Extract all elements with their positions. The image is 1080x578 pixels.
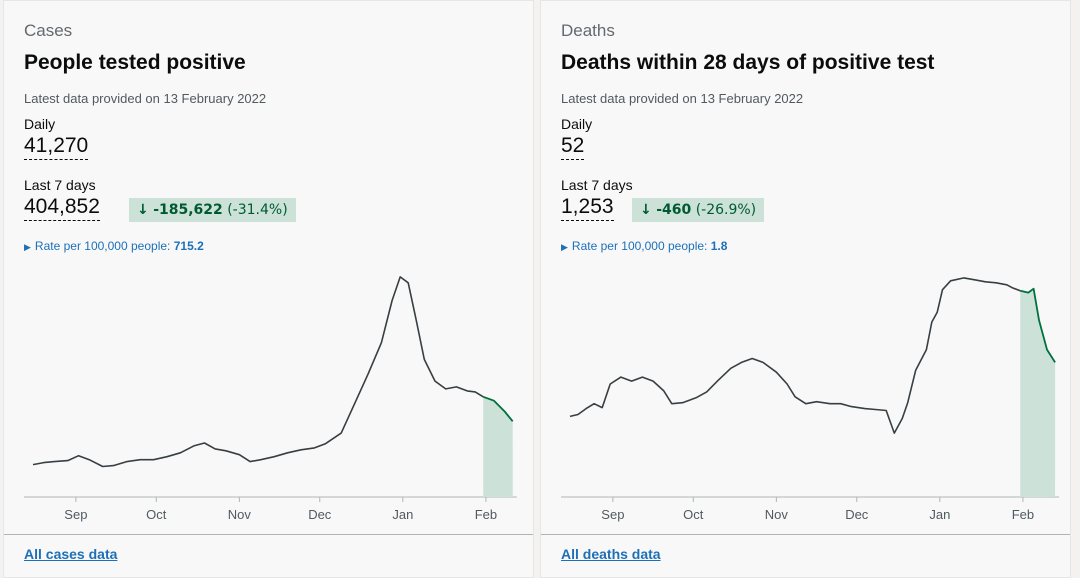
card-title: Deaths within 28 days of positive test <box>561 51 935 74</box>
change-amount: -460 <box>656 202 692 218</box>
card-title: People tested positive <box>24 51 246 74</box>
footer-divider <box>541 534 1070 535</box>
triangle-right-icon: ▶ <box>24 242 31 252</box>
rate-toggle[interactable]: ▶ Rate per 100,000 people: 1.8 <box>561 239 727 253</box>
series-line <box>569 277 1021 434</box>
rate-label: Rate per 100,000 people: <box>571 239 708 253</box>
rate-toggle[interactable]: ▶ Rate per 100,000 people: 715.2 <box>24 239 204 253</box>
recent-series-line <box>482 395 514 422</box>
recent-period-area <box>1020 288 1056 497</box>
change-badge: ↓ -185,622 (-31.4%) <box>129 198 296 222</box>
rate-label: Rate per 100,000 people: <box>34 239 171 253</box>
change-percent: (-26.9%) <box>695 202 757 218</box>
x-tick-label: Feb <box>475 507 497 522</box>
all-deaths-data-link[interactable]: All deaths data <box>561 546 661 562</box>
footer-divider <box>4 534 533 535</box>
weekly-label: Last 7 days <box>24 177 96 193</box>
deaths-card: Deaths Deaths within 28 days of positive… <box>540 0 1071 578</box>
cases-chart: Sep Oct Nov Dec Jan Feb <box>24 276 517 522</box>
weekly-value[interactable]: 404,852 <box>24 195 100 221</box>
x-tick-label: Sep <box>64 507 87 522</box>
x-tick-label: Jan <box>392 507 413 522</box>
recent-series-line <box>1019 287 1056 363</box>
x-tick-label: Oct <box>683 507 704 522</box>
weekly-label: Last 7 days <box>561 177 633 193</box>
x-tick-label: Oct <box>146 507 167 522</box>
x-tick-label: Nov <box>228 507 252 522</box>
change-amount: -185,622 <box>153 202 223 218</box>
rate-value: 715.2 <box>173 239 204 253</box>
deaths-chart: Sep Oct Nov Dec Jan Feb <box>561 277 1060 522</box>
x-tick-label: Feb <box>1012 507 1034 522</box>
daily-label: Daily <box>24 116 56 132</box>
x-tick-label: Sep <box>601 507 624 522</box>
daily-label: Daily <box>561 116 593 132</box>
rate-value: 1.8 <box>710 239 728 253</box>
card-eyebrow: Deaths <box>561 21 615 40</box>
change-percent: (-31.4%) <box>227 202 288 218</box>
last-updated-text: Latest data provided on 13 February 2022 <box>561 91 804 106</box>
series-line <box>32 276 484 468</box>
recent-period-area <box>483 396 513 497</box>
daily-value[interactable]: 52 <box>561 134 585 160</box>
down-arrow-icon: ↓ <box>137 202 149 218</box>
x-tick-label: Jan <box>929 507 950 522</box>
x-tick-label: Dec <box>845 507 869 522</box>
all-cases-data-link[interactable]: All cases data <box>24 546 118 562</box>
triangle-right-icon: ▶ <box>561 242 568 252</box>
cases-card: Cases People tested positive Latest data… <box>3 0 534 578</box>
last-updated-text: Latest data provided on 13 February 2022 <box>24 91 267 106</box>
daily-value[interactable]: 41,270 <box>24 134 89 160</box>
card-eyebrow: Cases <box>24 21 73 40</box>
x-tick-label: Nov <box>765 507 789 522</box>
x-tick-label: Dec <box>308 507 332 522</box>
change-badge: ↓ -460 (-26.9%) <box>632 198 765 222</box>
weekly-value[interactable]: 1,253 <box>561 195 614 221</box>
down-arrow-icon: ↓ <box>640 202 652 218</box>
